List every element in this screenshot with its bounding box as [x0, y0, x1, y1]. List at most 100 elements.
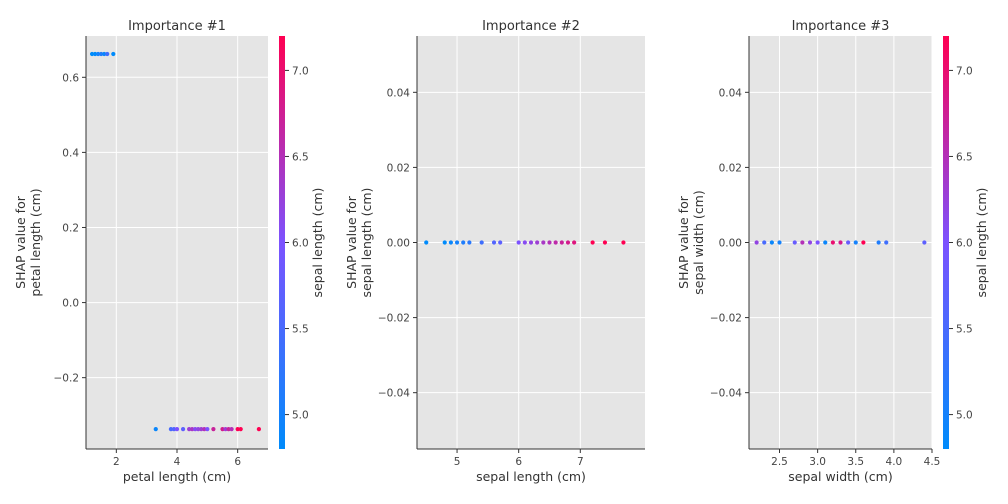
- x-axis-label: sepal length (cm): [476, 469, 586, 484]
- x-tick-label: 2.5: [771, 456, 788, 468]
- scatter-point: [535, 240, 540, 245]
- scatter-point: [442, 240, 447, 245]
- y-tick-label: −0.02: [710, 313, 742, 325]
- panel-2: 5 6 7 −0.04 −0.02 0.00 0.02 0.04 Importance #2 se…: [344, 19, 645, 484]
- scatter-point: [516, 240, 521, 245]
- x-tick-label: 4.5: [924, 456, 941, 468]
- x-tick-label: 7: [577, 456, 584, 468]
- x-tick-label: 3.0: [809, 456, 826, 468]
- colorbar-tick-label: 5.0: [292, 410, 309, 422]
- scatter-point: [96, 51, 101, 57]
- y-tick-label: 0.02: [387, 162, 410, 174]
- colorbar-tick-label: 6.5: [292, 151, 309, 163]
- scatter-point: [572, 240, 577, 245]
- scatter-point: [547, 240, 552, 245]
- scatter-point: [602, 240, 608, 245]
- colorbar-tick-label: 6.0: [956, 238, 973, 250]
- y-tick-label: −0.2: [54, 373, 80, 385]
- scatter-point: [196, 427, 201, 432]
- scatter-point: [180, 427, 186, 432]
- colorbar-gradient-bar: [279, 36, 285, 449]
- scatter-point: [528, 240, 534, 245]
- scatter-point: [105, 51, 110, 57]
- scatter-point: [99, 51, 104, 57]
- scatter-point: [800, 240, 805, 245]
- colorbar-tick-label: 5.5: [292, 324, 309, 336]
- scatter-point: [256, 427, 261, 432]
- y-axis-label-line-2: sepal width (cm): [691, 190, 706, 294]
- scatter-point: [553, 240, 558, 245]
- y-tick-label: 0.04: [387, 87, 411, 99]
- scatter-point: [454, 240, 460, 245]
- y-tick-label: 0.00: [387, 238, 410, 250]
- scatter-point: [467, 240, 472, 245]
- scatter-point: [541, 240, 546, 245]
- chart-title: Importance #3: [792, 19, 890, 34]
- x-tick-label: 3.5: [847, 456, 864, 468]
- scatter-point: [922, 240, 927, 245]
- y-axis-label-line-1: SHAP value for: [344, 195, 359, 289]
- scatter-point: [190, 427, 195, 432]
- scatter-point: [769, 240, 774, 245]
- y-tick-label: −0.02: [378, 313, 410, 325]
- scatter-point: [762, 240, 767, 245]
- scatter-point: [846, 240, 851, 245]
- x-tick-label: 2: [113, 456, 120, 468]
- colorbar-label: sepal length (cm): [310, 188, 325, 298]
- scatter-point: [884, 240, 889, 245]
- scatter-point: [211, 427, 216, 432]
- scatter-point: [223, 427, 228, 432]
- colorbar-tick-label: 6.0: [292, 238, 309, 250]
- scatter-point: [559, 240, 564, 245]
- y-tick-label: 0.02: [719, 162, 742, 174]
- scatter-point: [89, 51, 95, 57]
- y-tick-label: 0.2: [62, 222, 79, 234]
- panel-1: 2 4 6 −0.2 0.0 0.2 0.4 0.6 Importance #1 petal le…: [13, 19, 325, 484]
- scatter-point: [792, 240, 797, 245]
- scatter-point: [199, 427, 204, 432]
- scatter-point: [838, 240, 843, 245]
- scatter-point: [807, 240, 813, 245]
- x-tick-label: 6: [234, 456, 241, 468]
- scatter-point: [522, 240, 527, 245]
- chart-title: Importance #1: [128, 19, 226, 34]
- scatter-point: [853, 240, 858, 245]
- y-tick-label: 0.00: [719, 238, 742, 250]
- y-axis-label-line-2: petal length (cm): [28, 188, 43, 296]
- scatter-point: [202, 427, 207, 432]
- panel-3: 2.5 3.0 3.5 4.0 4.5 −0.04 −0.02 0.00 0.02 0.04 Imp…: [676, 19, 989, 484]
- x-tick-label: 4.0: [886, 456, 903, 468]
- scatter-point: [823, 240, 828, 245]
- scatter-point: [621, 240, 626, 245]
- y-axis-label-line-2: sepal length (cm): [359, 188, 374, 298]
- scatter-point: [205, 427, 210, 432]
- scatter-point: [111, 51, 116, 57]
- scatter-point: [226, 427, 231, 432]
- colorbar: 5.0 5.5 6.0 6.5 7.0 sepal length (cm): [279, 36, 325, 449]
- scatter-point: [448, 240, 453, 245]
- colorbar: 5.0 5.5 6.0 6.5 7.0 sepal length (cm): [943, 36, 989, 449]
- colorbar-tick-label: 5.0: [956, 410, 973, 422]
- scatter-point: [424, 240, 429, 245]
- y-tick-label: 0.0: [62, 298, 79, 310]
- scatter-point: [861, 240, 866, 245]
- colorbar-tick-label: 7.0: [292, 65, 309, 77]
- scatter-point: [498, 240, 503, 245]
- colorbar-tick-label: 6.5: [956, 151, 973, 163]
- scatter-point: [93, 51, 98, 57]
- x-tick-label: 4: [174, 456, 181, 468]
- colorbar-tick-label: 5.5: [956, 324, 973, 336]
- scatter-point: [187, 427, 192, 432]
- scatter-point: [565, 240, 571, 245]
- colorbar-tick-label: 7.0: [956, 65, 973, 77]
- colorbar-label: sepal length (cm): [974, 188, 989, 298]
- x-tick-label: 6: [515, 456, 522, 468]
- scatter-point: [229, 427, 234, 432]
- scatter-point: [876, 240, 881, 245]
- scatter-point: [238, 427, 243, 432]
- scatter-point: [220, 427, 225, 432]
- y-tick-label: 0.04: [719, 87, 743, 99]
- scatter-point: [777, 240, 782, 245]
- scatter-point: [491, 240, 497, 245]
